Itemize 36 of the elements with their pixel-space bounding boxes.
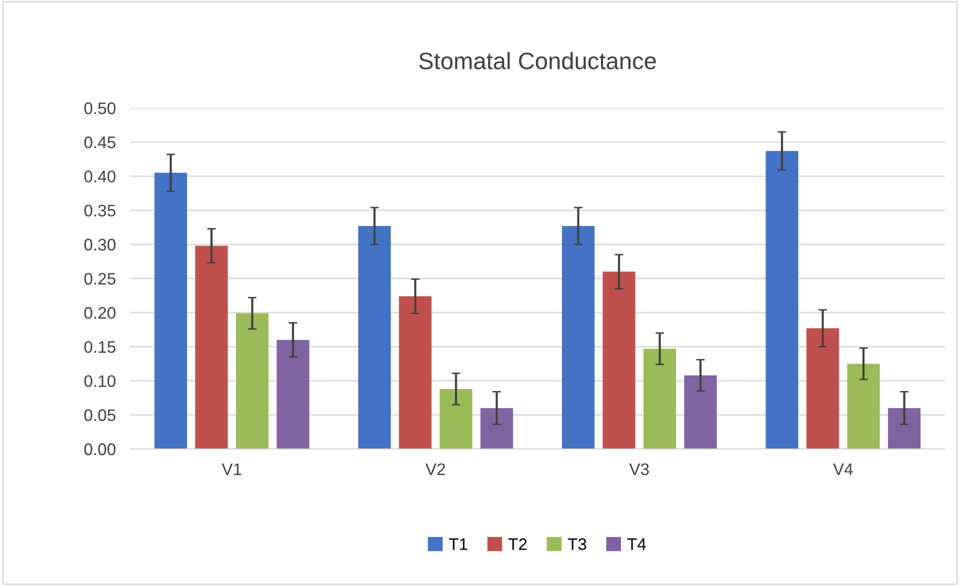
bar — [806, 328, 840, 449]
bar — [480, 408, 514, 449]
legend-label: T4 — [627, 538, 646, 550]
y-tick-label: 0.45 — [84, 136, 116, 148]
bar — [276, 340, 310, 449]
bar — [236, 313, 269, 449]
y-tick-label: 0.15 — [84, 341, 116, 353]
bar — [643, 348, 676, 449]
y-tick-label: 0.25 — [84, 272, 116, 285]
x-tick-label: V1 — [222, 464, 242, 475]
bar — [358, 226, 391, 449]
bar — [684, 375, 717, 449]
bar — [888, 408, 921, 449]
x-tick-label: V4 — [833, 464, 853, 475]
bar — [766, 150, 798, 449]
legend-label: T3 — [568, 538, 586, 550]
y-tick-label: 0.20 — [84, 307, 116, 319]
y-tick-label: 0.50 — [84, 102, 116, 114]
legend-label: T2 — [508, 538, 527, 550]
x-tick-label: V3 — [629, 463, 649, 476]
y-tick-label: 0.35 — [84, 204, 116, 217]
bar — [398, 296, 432, 449]
bar — [195, 246, 228, 449]
bar — [602, 272, 636, 449]
x-tick-label: V2 — [426, 463, 445, 475]
bar — [440, 388, 472, 449]
bar — [847, 364, 880, 449]
y-tick-label: 0.30 — [84, 238, 116, 251]
y-tick-label: 0.00 — [84, 443, 116, 456]
y-tick-label: 0.40 — [84, 170, 116, 182]
y-tick-label: 0.10 — [84, 375, 116, 388]
chart-title: Stomatal Conductance — [419, 52, 656, 70]
bar — [562, 226, 595, 449]
bar — [154, 172, 188, 449]
legend-label: T1 — [448, 538, 468, 550]
y-tick-label: 0.05 — [84, 409, 116, 422]
